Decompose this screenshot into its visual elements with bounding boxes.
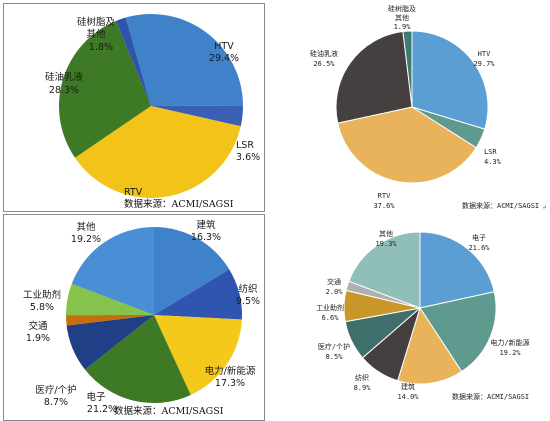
label2-rtv-value: 37.6% bbox=[373, 202, 395, 210]
pie2-slice-2 bbox=[337, 106, 477, 184]
label2-硅树脂及其他-name-a: 硅树脂及 bbox=[388, 4, 416, 13]
label4-纺织-value: 8.9% bbox=[354, 384, 372, 392]
pie-chart-1: 硅树脂及 其他 1.8% HTV 29.4% 硅油乳液 28.3% LSR 3.… bbox=[45, 13, 260, 210]
label4-工业助剂-name: 工业助剂 bbox=[316, 303, 344, 312]
pie3-slice-1 bbox=[154, 269, 242, 320]
label4-其他-value: 19.3% bbox=[375, 240, 397, 248]
labels-4: 其他 19.3% 电子 21.6% 交通 2.0% 工业助剂 6.6% 医疗/个… bbox=[316, 229, 530, 401]
label-htv-value: 29.4% bbox=[209, 53, 239, 64]
label-htv-name: HTV bbox=[214, 41, 234, 52]
source-4: 数据来源：ACMI/SAGSI bbox=[452, 392, 529, 401]
label3-交通-value: 1.9% bbox=[26, 333, 50, 344]
label3-建筑-name: 建筑 bbox=[196, 219, 216, 231]
pie4-slice-1 bbox=[419, 291, 497, 373]
pie1-slice-1 bbox=[151, 105, 244, 127]
label3-电力新能源-value: 17.3% bbox=[215, 378, 245, 389]
pie2-slice-0 bbox=[411, 30, 489, 130]
chart-panel-2: 硅树脂及 其他 1.9% HTV 29.7% 硅油乳液 26.5% LSR 4.… bbox=[272, 3, 548, 210]
label4-建筑-name: 建筑 bbox=[401, 382, 415, 391]
label-lsr-name: LSR bbox=[236, 140, 254, 151]
pie3-slice-2 bbox=[154, 315, 242, 395]
label3-医疗个护-value: 8.7% bbox=[44, 397, 68, 408]
pie-chart-3: 其他 19.2% 建筑 16.3% 纺织 9.5% 工业助剂 5.8% 交通 1… bbox=[23, 219, 260, 417]
source-1: 数据来源：ACMI/SAGSI bbox=[124, 198, 234, 210]
label3-电子-value: 21.2% bbox=[87, 404, 117, 415]
label3-医疗个护-name: 医疗/个护 bbox=[35, 384, 76, 396]
label-硅油乳液-name: 硅油乳液 bbox=[45, 71, 84, 83]
chart-panel-1: 硅树脂及 其他 1.8% HTV 29.4% 硅油乳液 28.3% LSR 3.… bbox=[3, 3, 265, 212]
label3-建筑-value: 16.3% bbox=[191, 232, 221, 243]
label2-lsr-value: 4.3% bbox=[484, 158, 502, 166]
pie1-slice-2 bbox=[74, 106, 241, 199]
label3-纺织-name: 纺织 bbox=[238, 283, 257, 295]
label-硅树脂及其他-name-a: 硅树脂及 bbox=[77, 16, 116, 28]
labels-3: 其他 19.2% 建筑 16.3% 纺织 9.5% 工业助剂 5.8% 交通 1… bbox=[23, 219, 260, 417]
pie3-slice-7 bbox=[71, 227, 154, 315]
source-2: 数据来源：ACMI/SAGSI bbox=[462, 201, 539, 210]
label2-htv-value: 29.7% bbox=[473, 60, 495, 68]
label4-医疗个护-name: 医疗/个护 bbox=[318, 342, 350, 351]
label3-其他-name: 其他 bbox=[76, 221, 96, 233]
pie1-slice-0 bbox=[125, 13, 243, 107]
label4-纺织-name: 纺织 bbox=[355, 373, 369, 382]
label4-电子-value: 21.6% bbox=[468, 244, 490, 252]
label3-其他-value: 19.2% bbox=[71, 234, 101, 245]
label2-htv-name: HTV bbox=[478, 50, 491, 58]
label2-硅油乳液-value: 26.5% bbox=[313, 60, 335, 68]
label-lsr-value: 3.6% bbox=[236, 152, 260, 163]
pie4-slice-2 bbox=[397, 306, 463, 385]
label3-工业助剂-name: 工业助剂 bbox=[23, 289, 61, 301]
label4-电力新能源-value: 19.2% bbox=[499, 349, 521, 357]
label4-医疗个护-value: 8.5% bbox=[326, 353, 344, 361]
label3-纺织-value: 9.5% bbox=[236, 296, 260, 307]
label3-电力新能源-name: 电力/新能源 bbox=[205, 365, 256, 377]
label3-工业助剂-value: 5.8% bbox=[30, 302, 54, 313]
label4-建筑-value: 14.0% bbox=[397, 393, 419, 401]
label4-交通-name: 交通 bbox=[327, 277, 341, 286]
chart-panel-3: 其他 19.2% 建筑 16.3% 纺织 9.5% 工业助剂 5.8% 交通 1… bbox=[3, 214, 265, 421]
pie4-slice-0 bbox=[419, 231, 495, 309]
pie3-slice-5 bbox=[66, 315, 154, 326]
source-3: 数据来源：ACMI/SAGSI bbox=[114, 405, 224, 417]
label-硅树脂及其他-value: 1.8% bbox=[89, 42, 113, 53]
label2-lsr-name: LSR bbox=[484, 148, 497, 156]
label4-电力新能源-name: 电力/新能源 bbox=[490, 338, 529, 347]
labels-2: 硅树脂及 其他 1.9% HTV 29.7% 硅油乳液 26.5% LSR 4.… bbox=[310, 4, 547, 210]
label-rtv-name: RTV bbox=[124, 187, 143, 198]
label-硅油乳液-value: 28.3% bbox=[49, 85, 79, 96]
pie-chart-2: 硅树脂及 其他 1.9% HTV 29.7% 硅油乳液 26.5% LSR 4.… bbox=[310, 4, 547, 210]
pie4-slice-7 bbox=[348, 231, 421, 309]
label-硅树脂及其他-name-b: 其他 bbox=[86, 28, 106, 40]
pie3-slice-3 bbox=[84, 315, 191, 404]
pie1-slice-4 bbox=[115, 17, 151, 107]
corner-mark: ↲ bbox=[542, 204, 547, 210]
pie3-slice-0 bbox=[154, 227, 230, 315]
pie-chart-4: 其他 19.3% 电子 21.6% 交通 2.0% 工业助剂 6.6% 医疗/个… bbox=[316, 229, 530, 401]
labels-1: 硅树脂及 其他 1.8% HTV 29.4% 硅油乳液 28.3% LSR 3.… bbox=[45, 16, 260, 210]
label4-工业助剂-value: 6.6% bbox=[322, 314, 340, 322]
label2-rtv-name: RTV bbox=[378, 192, 391, 200]
label4-电子-name: 电子 bbox=[472, 233, 486, 242]
label4-交通-value: 2.0% bbox=[326, 288, 344, 296]
label2-硅树脂及其他-name-b: 其他 bbox=[395, 13, 409, 22]
label2-硅油乳液-name: 硅油乳液 bbox=[310, 49, 338, 58]
pie2-slice-4 bbox=[402, 30, 413, 108]
pie3-slice-4 bbox=[66, 315, 154, 370]
label4-其他-name: 其他 bbox=[379, 229, 393, 238]
label3-交通-name: 交通 bbox=[28, 320, 48, 332]
pie1-slice-3 bbox=[59, 20, 151, 158]
label3-电子-name: 电子 bbox=[86, 391, 106, 403]
chart-panel-4: 其他 19.3% 电子 21.6% 交通 2.0% 工业助剂 6.6% 医疗/个… bbox=[272, 214, 548, 419]
pie2-slice-3 bbox=[335, 30, 413, 124]
pie3-slice-6 bbox=[65, 283, 154, 316]
label2-硅树脂及其他-value: 1.9% bbox=[394, 23, 412, 31]
